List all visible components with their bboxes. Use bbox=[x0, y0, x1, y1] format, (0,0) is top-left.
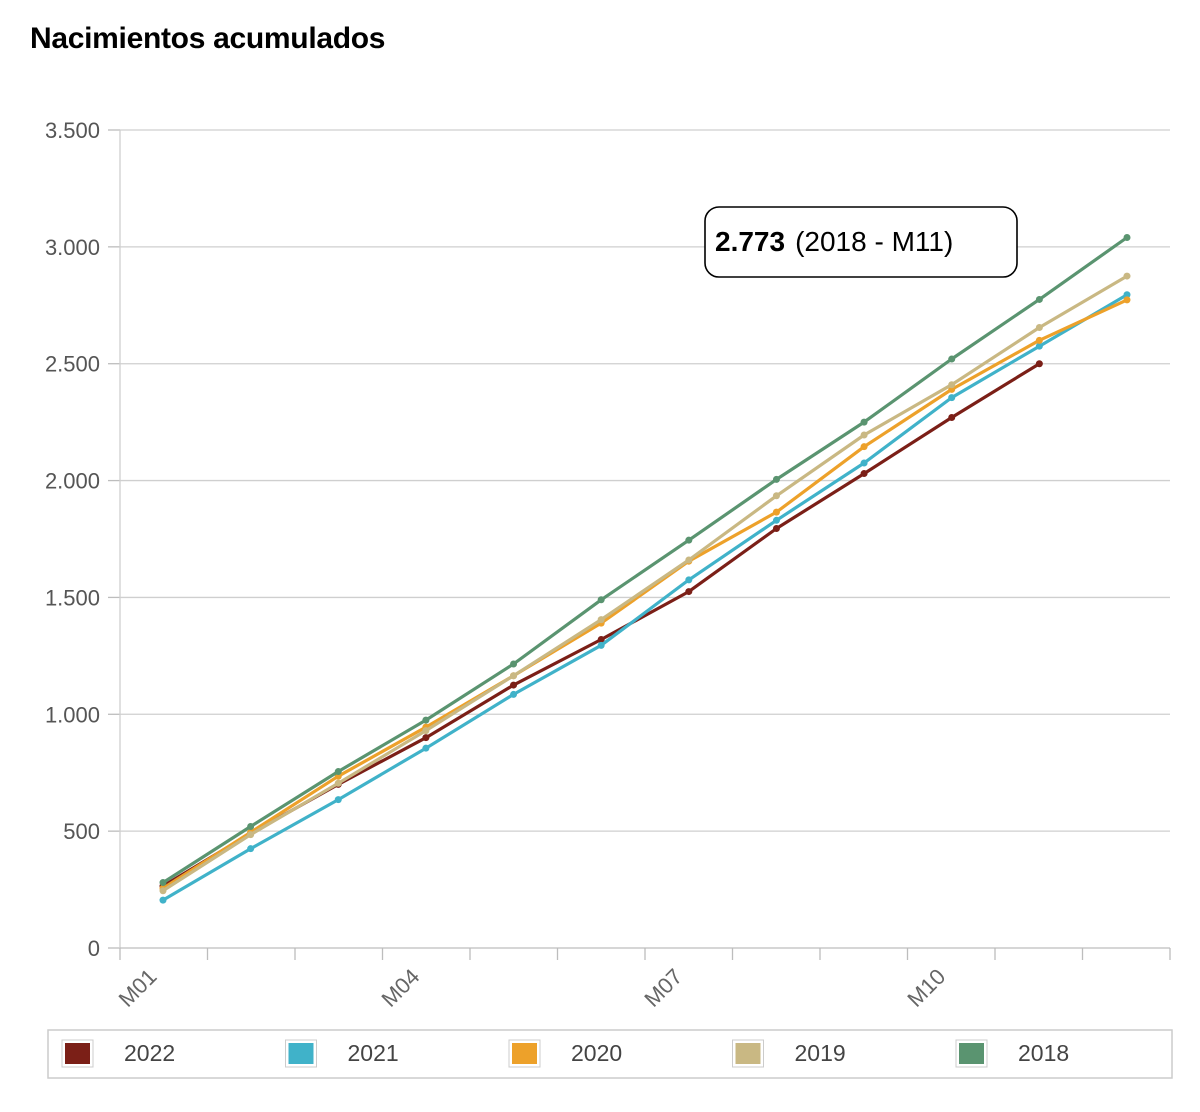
tooltip: 2.773 (2018 - M11) bbox=[704, 206, 1018, 278]
data-point[interactable] bbox=[597, 635, 605, 643]
legend-swatch bbox=[512, 1043, 537, 1064]
data-point[interactable] bbox=[510, 672, 518, 680]
data-point[interactable] bbox=[772, 524, 780, 532]
data-point[interactable] bbox=[510, 690, 518, 698]
data-point[interactable] bbox=[772, 508, 780, 516]
data-point[interactable] bbox=[1035, 360, 1043, 368]
series-line bbox=[161, 235, 1129, 885]
x-tick-label: M07 bbox=[639, 964, 687, 1012]
legend-label: 2020 bbox=[571, 1040, 622, 1066]
legend: 2022 2021 2020 2019 2018 bbox=[47, 1029, 1173, 1079]
legend-item-2019[interactable]: 2019 bbox=[732, 1039, 846, 1068]
data-point[interactable] bbox=[948, 394, 956, 402]
y-tick-label: 500 bbox=[63, 819, 100, 844]
data-point[interactable] bbox=[1123, 272, 1131, 280]
data-point[interactable] bbox=[772, 492, 780, 500]
data-point[interactable] bbox=[860, 470, 868, 478]
legend-swatch bbox=[735, 1043, 761, 1064]
data-point[interactable] bbox=[948, 355, 956, 363]
data-point[interactable] bbox=[510, 660, 518, 668]
legend-swatch bbox=[959, 1043, 984, 1064]
data-point[interactable] bbox=[247, 831, 255, 839]
series-2021 bbox=[159, 291, 1131, 904]
data-point[interactable] bbox=[1035, 336, 1043, 344]
data-point[interactable] bbox=[597, 616, 605, 624]
legend-item-2022[interactable]: 2022 bbox=[61, 1039, 175, 1068]
data-point[interactable] bbox=[334, 796, 342, 804]
data-point[interactable] bbox=[334, 779, 342, 787]
axes: 0 500 1.000 1.500 2.000 2.500 3.000 3.500 M01 M04… bbox=[45, 118, 1171, 1012]
data-point[interactable] bbox=[422, 734, 430, 742]
series-line bbox=[161, 274, 1129, 893]
legend-item-2020[interactable]: 2020 bbox=[508, 1039, 622, 1068]
data-point[interactable] bbox=[159, 887, 167, 895]
y-tick-label: 1.500 bbox=[45, 585, 100, 610]
x-tick-label: M01 bbox=[114, 964, 162, 1012]
data-point[interactable] bbox=[1123, 296, 1131, 304]
legend-label: 2022 bbox=[124, 1040, 175, 1066]
data-point[interactable] bbox=[860, 459, 868, 467]
data-point[interactable] bbox=[159, 896, 167, 904]
tooltip-detail: (2018 - M11) bbox=[795, 226, 953, 257]
legend-item-2018[interactable]: 2018 bbox=[955, 1039, 1069, 1068]
data-point[interactable] bbox=[422, 716, 430, 724]
data-point[interactable] bbox=[685, 536, 693, 544]
data-point[interactable] bbox=[685, 588, 693, 596]
data-point[interactable] bbox=[422, 727, 430, 735]
data-point[interactable] bbox=[948, 413, 956, 421]
series-2019 bbox=[159, 272, 1131, 895]
tooltip-value: 2.773 bbox=[715, 226, 785, 257]
data-point[interactable] bbox=[422, 744, 430, 752]
legend-label: 2021 bbox=[348, 1040, 399, 1066]
y-tick-label: 2.000 bbox=[45, 469, 100, 494]
tooltip-box bbox=[704, 206, 1018, 278]
x-tick-label: M04 bbox=[377, 964, 425, 1012]
chart-title: Nacimientos acumulados bbox=[30, 22, 386, 55]
y-tick-label: 0 bbox=[88, 936, 100, 961]
tooltip-text: 2.773 (2018 - M11) bbox=[715, 226, 953, 257]
data-point[interactable] bbox=[1123, 291, 1131, 299]
legend-label: 2018 bbox=[1018, 1040, 1069, 1066]
data-point[interactable] bbox=[1035, 295, 1043, 303]
data-point[interactable] bbox=[1035, 342, 1043, 350]
y-tick-label: 1.000 bbox=[45, 702, 100, 727]
y-tick-label: 3.000 bbox=[45, 235, 100, 260]
legend-label: 2019 bbox=[795, 1040, 846, 1066]
data-point[interactable] bbox=[860, 431, 868, 439]
data-point[interactable] bbox=[685, 556, 693, 564]
data-point[interactable] bbox=[597, 641, 605, 649]
series-line bbox=[161, 298, 1129, 890]
series-2018 bbox=[159, 234, 1131, 887]
series-line bbox=[161, 293, 1129, 902]
data-point[interactable] bbox=[860, 418, 868, 426]
legend-swatch bbox=[288, 1043, 314, 1064]
data-point[interactable] bbox=[772, 516, 780, 524]
data-point[interactable] bbox=[510, 681, 518, 689]
data-point[interactable] bbox=[597, 596, 605, 604]
data-point[interactable] bbox=[159, 879, 167, 887]
series-lines bbox=[159, 234, 1131, 904]
data-point[interactable] bbox=[685, 576, 693, 584]
y-tick-label: 3.500 bbox=[45, 118, 100, 143]
legend-swatch bbox=[65, 1043, 90, 1064]
data-point[interactable] bbox=[860, 443, 868, 451]
data-point[interactable] bbox=[1035, 323, 1043, 331]
data-point[interactable] bbox=[247, 822, 255, 830]
legend-item-2021[interactable]: 2021 bbox=[285, 1039, 399, 1068]
data-point[interactable] bbox=[772, 475, 780, 483]
y-tick-label: 2.500 bbox=[45, 352, 100, 377]
data-point[interactable] bbox=[948, 381, 956, 389]
data-point[interactable] bbox=[334, 768, 342, 776]
data-point[interactable] bbox=[247, 845, 255, 853]
x-tick-label: M10 bbox=[902, 964, 950, 1012]
data-point[interactable] bbox=[1123, 234, 1131, 242]
